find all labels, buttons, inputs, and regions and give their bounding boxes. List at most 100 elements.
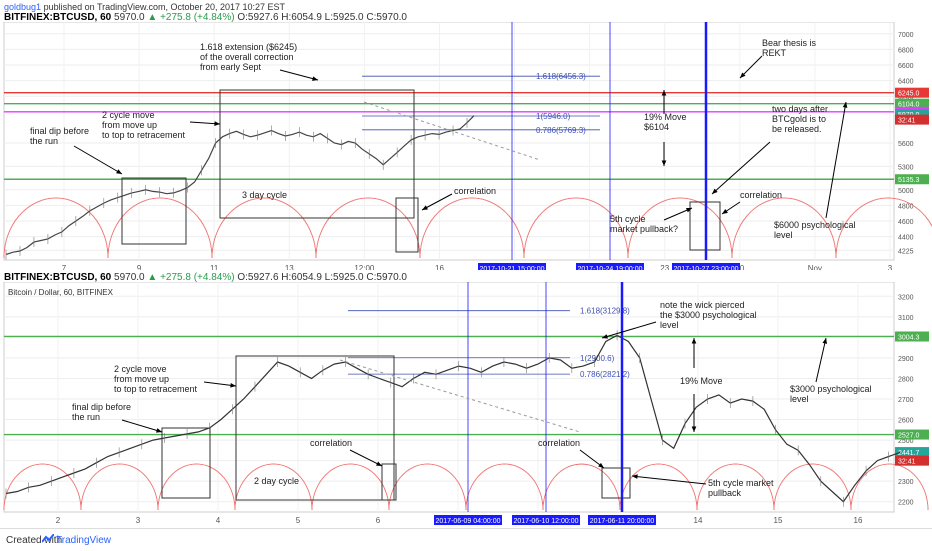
y-tick-label: 2300 <box>898 479 914 486</box>
arrow-correlation-2-head <box>722 208 728 214</box>
arrow-wick <box>601 321 657 339</box>
annotation-final-dip: final dip before the run <box>72 402 131 422</box>
cycle-arc-inner <box>211 197 317 259</box>
author-link[interactable]: goldbug1 <box>4 2 42 12</box>
cycle-arc-inner <box>419 197 525 259</box>
close-value: C:5970.0 <box>366 272 407 283</box>
symbol-label[interactable]: BITFINEX:BTCUSD, 60 <box>4 272 112 283</box>
close-value: C:5970.0 <box>366 12 407 23</box>
y-tick-label: 3200 <box>898 294 914 301</box>
tradingview-link[interactable]: TradingView <box>56 535 112 546</box>
fib-label: 1.618(3129.8) <box>580 307 630 316</box>
date-tag-label: 2017-06-11 20:00:00 <box>590 518 655 525</box>
date-tag-bg <box>434 515 502 525</box>
plot-area <box>3 282 895 513</box>
annotation-correlation-1: correlation <box>310 438 352 448</box>
level-tag-bg <box>895 87 929 98</box>
arrow-wick-head <box>602 334 608 339</box>
annotation-move: 19% Move $6104 <box>644 112 687 132</box>
symbol-label[interactable]: BITFINEX:BTCUSD, 60 <box>4 12 112 23</box>
x-tick-label: 23 <box>660 264 669 270</box>
arrow-psych <box>815 337 827 383</box>
annotation-two-cycle: 2 cycle move from move up to top to retrac… <box>114 364 198 394</box>
arrow-psych <box>825 101 847 219</box>
x-tick-label: 16 <box>854 516 863 525</box>
y-tick-label: 4400 <box>898 235 914 242</box>
x-tick-label: 9 <box>137 264 142 270</box>
price-tag-label: 32:41 <box>898 459 916 466</box>
x-tick-label: 12:00 <box>354 264 375 270</box>
footer: Created with TradingView <box>0 528 932 551</box>
annotation-bear: Bear thesis is REKT <box>762 38 817 58</box>
level-tag-label: 3004.3 <box>898 334 920 341</box>
arrow-extension-head <box>312 76 318 81</box>
created-with-label: Created with <box>6 535 63 546</box>
cycle-arc-inner <box>465 463 544 511</box>
arrow-move-down-head <box>691 426 697 432</box>
y-tick-label: 4800 <box>898 203 914 210</box>
cycle-arc-inner <box>542 463 621 511</box>
cycle-arc-inner <box>234 463 313 511</box>
date-tag-bg <box>512 515 580 525</box>
correlation-box-2 <box>601 467 631 499</box>
arrow-final-dip <box>121 419 163 433</box>
publish-line: goldbug1 published on TradingView.com, O… <box>4 2 285 12</box>
btc-chart-bottom[interactable]: 2200230024002500260027002800290030003100… <box>0 282 932 528</box>
y-tick-label: 6200 <box>898 94 914 101</box>
arrow-psych-head <box>842 102 848 108</box>
cycle-arc-inner <box>627 197 733 259</box>
fib-label: 1(5946.0) <box>536 112 571 121</box>
level-tag-bg <box>895 331 929 342</box>
up-arrow-icon: ▲ <box>147 272 158 283</box>
arrow-extension <box>279 69 319 81</box>
annotation-wick: note the wick pierced the $3000 psycholog… <box>660 300 757 330</box>
price-tag-bg <box>895 447 929 458</box>
fib-label: 0.786(5769.3) <box>536 126 586 135</box>
x-tick-label: 5 <box>296 516 301 525</box>
annotation-two-days: two days after BTCgold is to be released. <box>772 104 828 134</box>
level-tag-bg <box>895 429 929 440</box>
final-dip-box <box>161 427 211 499</box>
cycle-arc-inner <box>835 197 932 259</box>
plot-area <box>3 22 895 261</box>
correlation-box-1 <box>395 197 419 253</box>
cycle-arc-inner <box>80 463 159 511</box>
btc-chart-top[interactable]: 4225440046004800500053005600600062006400… <box>0 22 932 270</box>
y-tick-label: 2200 <box>898 500 914 507</box>
y-tick-label: 6400 <box>898 79 914 86</box>
x-tick-label: 2 <box>56 516 61 525</box>
annotation-two-cycle: 2 cycle move from move up to top to retrac… <box>102 110 186 140</box>
level-tag-label: 6104.0 <box>898 102 920 109</box>
date-tag-label: 2017-06-09 04:00:00 <box>436 518 501 525</box>
arrow-correlation-1-head <box>376 461 382 466</box>
annotation-two-day: 2 day cycle <box>254 476 299 486</box>
y-tick-label: 5600 <box>898 141 914 148</box>
arrow-final-dip-head <box>116 169 122 174</box>
arrow-final-dip-head <box>156 428 162 433</box>
correlation-box-2 <box>689 201 721 251</box>
price-series <box>5 334 901 503</box>
arrow-psych-head <box>822 338 828 344</box>
cycle-arc-inner <box>311 463 390 511</box>
x-tick-label: 30 <box>735 264 744 270</box>
arrow-move-down-head <box>661 160 667 166</box>
y-tick-label: 2500 <box>898 438 914 445</box>
arrow-correlation-1 <box>349 449 383 467</box>
high-value: H:6054.9 <box>281 272 322 283</box>
publish-text: published on TradingView.com, October 20… <box>43 2 286 12</box>
cycle-arc-inner <box>315 197 421 259</box>
price-tag-label: 32:41 <box>898 118 916 125</box>
x-tick-label: Nov <box>808 264 822 270</box>
chart-title: Bitcoin / Dollar, 60, BITFINEX <box>8 288 114 297</box>
y-tick-label: 3100 <box>898 315 914 322</box>
low-value: L:5925.0 <box>324 272 364 283</box>
cycle-arc-inner <box>107 197 213 259</box>
arrow-move-up-head <box>691 338 697 344</box>
arrow-correlation-1-head <box>422 205 428 210</box>
y-tick-label: 6600 <box>898 63 914 70</box>
low-value: L:5925.0 <box>324 12 364 23</box>
arrow-fifth-cycle <box>631 475 707 485</box>
cycle-arc-inner <box>850 463 929 511</box>
trend-dash <box>363 101 541 161</box>
annotation-psych: $3000 psychological level <box>790 384 872 404</box>
